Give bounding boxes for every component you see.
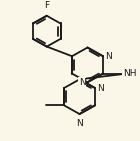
Text: N: N	[105, 52, 112, 61]
Text: NH: NH	[123, 69, 136, 78]
Text: N: N	[76, 119, 83, 128]
Text: N: N	[97, 83, 104, 92]
Text: F: F	[44, 1, 49, 10]
Text: N: N	[79, 78, 86, 87]
